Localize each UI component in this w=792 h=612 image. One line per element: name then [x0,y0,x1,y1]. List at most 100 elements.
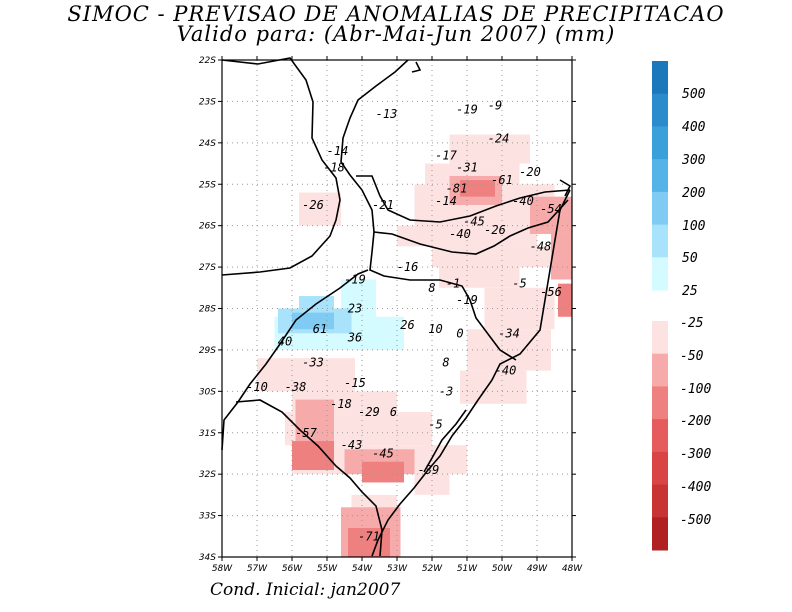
shaded-cell [558,283,572,317]
political-borders [221,57,572,557]
colorbar-swatch [652,93,668,127]
colorbar-label: -100 [680,382,711,397]
shaded-cell [414,474,450,495]
anomaly-value: -38 [285,380,307,394]
anomaly-value: -26 [302,198,324,212]
colorbar-label: -25 [680,316,704,331]
shaded-cell [449,134,530,164]
lon-label: 48W [562,564,583,574]
anomaly-value: -34 [498,326,520,340]
initial-condition-label: Cond. Inicial: jan2007 [210,580,401,600]
lat-label: 26S [199,222,216,232]
anomaly-value: -81 [446,181,468,195]
colorbar-label: 500 [682,87,706,102]
colorbar-swatch [652,484,668,518]
lat-label: 34S [199,553,216,563]
anomaly-value: -9 [488,99,502,113]
shaded-cell [292,312,334,330]
anomaly-value: -1 [446,277,460,291]
anomaly-value: -57 [295,426,317,440]
anomaly-value: -40 [449,227,471,241]
colorbar-label: -500 [680,513,711,528]
colorbar-label: 100 [682,219,706,234]
shaded-cell [460,370,527,404]
anomaly-shading [257,134,572,557]
lat-label: 32S [199,470,216,480]
anomaly-value: -13 [376,107,398,121]
lat-label: 30S [199,387,216,397]
anomaly-value: 26 [400,318,414,332]
anomaly-value: -40 [512,194,534,208]
map-title: SIMOC - PREVISAO DE ANOMALIAS DE PRECIPI… [67,2,725,26]
anomaly-value: 6 [390,405,397,419]
axis-ticks [218,56,576,561]
anomaly-value: -10 [246,380,268,394]
lon-label: 58W [212,564,233,574]
paraguay-brazil-border [340,59,409,233]
anomaly-value: 23 [348,302,362,316]
colorbar-swatch [652,159,668,193]
anomaly-value: -26 [484,223,506,237]
anomaly-value: -18 [330,397,352,411]
anomaly-value: -14 [435,194,457,208]
colorbar-swatch [652,517,668,551]
anomaly-value: -5 [512,277,526,291]
lon-label: 51W [457,564,478,574]
colorbar-label: 200 [682,186,706,201]
lat-label: 24S [199,139,216,149]
shaded-cell [439,267,520,288]
anomaly-value: -71 [358,529,380,543]
latitude-labels: 22S 23S 24S 25S 26S 27S 28S 29S 30S 31S 32S 33S 34S [199,56,216,563]
anomaly-value: -19 [456,293,478,307]
colorbar-label: 300 [681,153,706,168]
colorbar-swatch [652,386,668,420]
anomaly-value: -31 [456,161,478,175]
anomaly-value: -19 [344,273,366,287]
anomaly-value: -45 [372,446,394,460]
shaded-cell [432,246,555,268]
lagoa-dos-patos [423,409,467,473]
santa-catarina-north-border [373,199,569,255]
brazil-atlantic-coast [371,189,571,557]
anomaly-value: -18 [323,161,345,175]
colorbar-label: -300 [680,447,711,462]
lon-label: 54W [352,564,373,574]
uruguay-brazil-border [235,399,383,557]
lat-label: 22S [199,56,216,66]
shaded-cell [348,528,390,557]
anomaly-value: -48 [530,239,552,253]
colorbar-swatch [652,257,668,291]
anomaly-value: -3 [439,384,453,398]
anomaly-value: -14 [327,144,349,158]
lat-label: 31S [199,429,216,439]
colorbar-swatch [652,451,668,486]
anomaly-value: 0 [456,326,463,340]
anomaly-value: -39 [418,463,440,477]
coastal-inlet [559,179,572,197]
lon-label: 55W [317,564,338,574]
paraguay-argentina-border [221,57,341,276]
lon-label: 50W [492,564,513,574]
anomaly-value: -45 [463,215,485,229]
parana-state-border [356,175,571,223]
minas-border [411,61,422,73]
anomaly-value: -40 [495,364,517,378]
colorbar-swatch [652,191,668,226]
argentina-brazil-border [221,269,369,451]
map-grid [222,60,572,557]
lat-label: 23S [199,97,216,107]
anomaly-value: 61 [313,322,327,336]
lon-label: 53W [387,564,408,574]
colorbar-label: 50 [682,251,698,266]
anomaly-value: -21 [372,198,394,212]
colorbar-swatch [652,419,668,453]
colorbar-label: -200 [680,414,711,429]
anomaly-value: -24 [488,132,510,146]
colorbar-label: -50 [680,349,704,364]
anomaly-value: -20 [519,165,541,179]
anomaly-value: -19 [456,103,478,117]
anomaly-value: -5 [428,417,442,431]
lon-label: 49W [527,564,548,574]
anomaly-value: -16 [397,260,419,274]
